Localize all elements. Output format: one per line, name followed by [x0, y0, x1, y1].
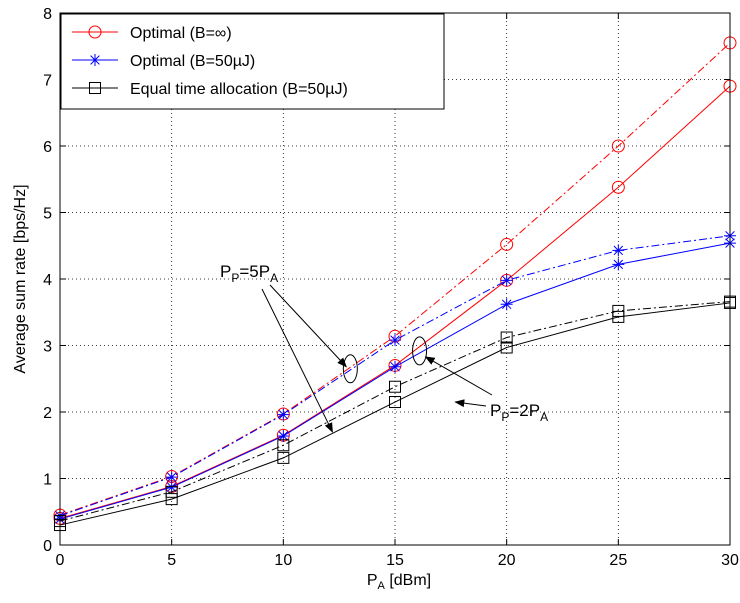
data-point [500, 341, 513, 354]
legend-label: Optimal (B=∞) [130, 25, 232, 42]
legend-label: Optimal (B=50µJ) [130, 53, 255, 70]
data-point [165, 485, 178, 498]
data-point [389, 396, 401, 409]
data-point [612, 258, 625, 271]
data-point [500, 298, 513, 311]
data-point [277, 439, 290, 452]
axis-ticks: 0 5 10 15 20 25 30 0 1 2 3 4 5 6 7 8 [43, 6, 739, 569]
x-tick-label: 15 [386, 552, 404, 569]
legend-marker [89, 54, 101, 66]
data-point [500, 237, 514, 251]
series-layer [53, 36, 737, 532]
annotation-ellipse [342, 354, 358, 384]
annotation-arrow [424, 356, 493, 396]
series-line [59, 302, 731, 526]
data-point [612, 310, 625, 323]
annotation-pp5: PP=5PA [220, 262, 278, 285]
annotation-arrow [261, 288, 333, 433]
series-5 [54, 296, 736, 532]
y-tick-label: 7 [43, 73, 52, 90]
x-tick-label: 5 [167, 552, 176, 569]
legend-box [60, 13, 445, 110]
y-tick-label: 5 [43, 206, 52, 223]
y-tick-label: 1 [43, 472, 52, 489]
x-tick-label: 30 [721, 552, 739, 569]
y-tick-label: 0 [43, 538, 52, 555]
y-tick-label: 8 [43, 6, 52, 23]
data-point [277, 429, 290, 442]
data-point [500, 274, 513, 287]
data-point [611, 139, 625, 153]
data-point [389, 360, 401, 373]
x-tick-label: 25 [609, 552, 627, 569]
annotations: PP=5PA PP=2PA [220, 262, 548, 433]
data-point [165, 471, 178, 484]
x-axis-label: PA [dBm] [367, 572, 431, 592]
annotation-ellipse [412, 336, 428, 366]
y-axis-label-text: Average sum rate [bps/Hz] [12, 184, 29, 373]
data-point [389, 334, 401, 347]
annotation-arrow [454, 399, 487, 408]
legend: Optimal (B=∞) Optimal (B=50µJ) Equal time … [60, 13, 445, 110]
data-point [500, 331, 513, 344]
annotation-pp2: PP=2PA [490, 401, 548, 424]
legend-label: Equal time allocation (B=50µJ) [130, 81, 348, 98]
x-tick-label: 10 [274, 552, 292, 569]
x-tick-label: 0 [56, 552, 65, 569]
data-point [277, 408, 290, 421]
y-tick-label: 6 [43, 139, 52, 156]
y-tick-label: 4 [43, 272, 52, 289]
legend-marker [88, 25, 102, 39]
y-axis-label: Average sum rate [bps/Hz] [12, 184, 29, 373]
data-point [277, 451, 290, 464]
annotation-arrow [269, 284, 348, 368]
data-point [165, 493, 178, 506]
data-point [611, 180, 625, 194]
x-tick-label: 20 [498, 552, 516, 569]
y-tick-label: 2 [43, 405, 52, 422]
legend-marker [89, 82, 101, 94]
y-tick-label: 3 [43, 339, 52, 356]
data-point [165, 481, 178, 494]
data-point [389, 380, 401, 393]
data-point [612, 244, 625, 257]
